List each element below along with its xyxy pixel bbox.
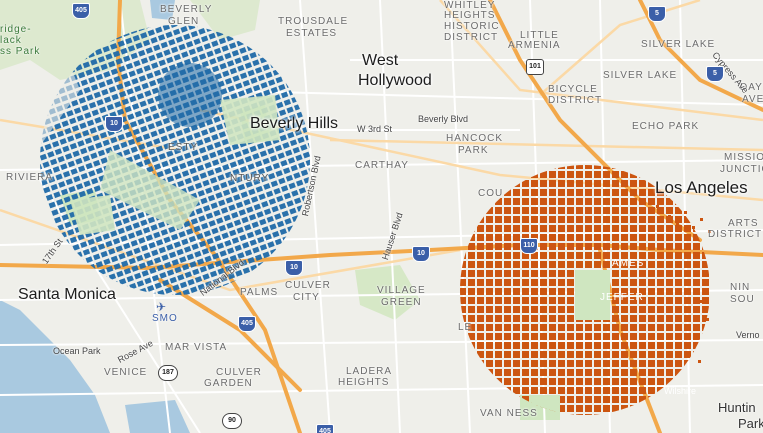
district-westwood: ESTY bbox=[168, 142, 199, 153]
district-hancock-2: PARK bbox=[458, 145, 489, 156]
district-carthay: CARTHAY bbox=[355, 160, 409, 171]
district-dayton: DAYT bbox=[740, 82, 763, 93]
park-label-3: ss Park bbox=[0, 46, 41, 57]
district-sou: SOU bbox=[730, 294, 755, 305]
shield-ca90: 90 bbox=[222, 413, 242, 429]
shield-i10-right: 10 bbox=[412, 246, 430, 262]
shield-i5-mid: 5 bbox=[706, 66, 724, 82]
street-wilshire: Wilshire bbox=[664, 386, 697, 396]
district-bicycle-2: DISTRICT bbox=[548, 95, 603, 106]
street-ocean-park: Ocean Park bbox=[53, 346, 101, 356]
shield-i405-top: 405 bbox=[72, 3, 90, 19]
district-echo-park: ECHO PARK bbox=[632, 121, 700, 132]
park-label-2: lack bbox=[0, 35, 22, 46]
park-area bbox=[355, 265, 420, 320]
district-ladera-2: HEIGHTS bbox=[338, 377, 390, 388]
shield-i10-left: 10 bbox=[105, 116, 123, 132]
district-arts-2: DISTRICT bbox=[708, 229, 763, 240]
district-village-green-2: GREEN bbox=[381, 297, 422, 308]
district-cou: COU bbox=[478, 188, 504, 199]
street-vernon: Verno bbox=[736, 330, 760, 340]
city-label-west-hollywood-1: West bbox=[362, 52, 399, 69]
airport-label-smo: SMO bbox=[152, 313, 178, 324]
district-trousdale-1: TROUSDALE bbox=[278, 16, 349, 27]
park-label-1: ridge- bbox=[0, 24, 32, 35]
shield-i5-top: 5 bbox=[648, 6, 666, 22]
district-little-armenia-2: ARMENIA bbox=[508, 40, 561, 51]
district-jefferson: JEFFER bbox=[600, 292, 644, 303]
district-culver-garden-1: CULVER bbox=[216, 367, 262, 378]
shield-i110: 110 bbox=[520, 238, 538, 254]
street-w3rd: W 3rd St bbox=[357, 124, 393, 134]
city-label-west-hollywood-2: Hollywood bbox=[358, 72, 432, 89]
district-beverly-glen-1: BEVERLY bbox=[160, 4, 213, 15]
cluster-east bbox=[460, 165, 710, 415]
district-palms: PALMS bbox=[240, 287, 279, 298]
district-van-ness: VAN NESS bbox=[480, 408, 538, 419]
district-nin: NIN bbox=[730, 282, 751, 293]
park-area bbox=[190, 0, 260, 40]
district-mission-2: JUNCTION bbox=[720, 164, 763, 175]
district-century: NTURY bbox=[230, 173, 270, 184]
district-whitley-1: WHITLEY bbox=[444, 0, 496, 11]
street-huntington-1: Huntin bbox=[718, 400, 756, 415]
ocean bbox=[0, 300, 110, 433]
district-culver-city-1: CULVER bbox=[285, 280, 331, 291]
city-label-beverly-hills: Beverly Hills bbox=[250, 115, 339, 132]
district-ave: AVE bbox=[742, 94, 763, 105]
marina bbox=[125, 400, 190, 433]
district-ladera-1: LADERA bbox=[346, 366, 393, 377]
district-hancock-1: HANCOCK bbox=[446, 133, 504, 144]
city-label-los-angeles: Los Angeles bbox=[655, 178, 748, 197]
district-culver-garden-2: GARDEN bbox=[204, 378, 253, 389]
street-huntington-2: Park bbox=[738, 416, 763, 431]
shield-i10-mid: 10 bbox=[285, 260, 303, 276]
city-label-santa-monica: Santa Monica bbox=[18, 286, 116, 303]
district-beverly-glen-2: GLEN bbox=[168, 16, 200, 27]
district-arts-1: ARTS bbox=[728, 218, 759, 229]
district-whitley-2: HEIGHTS bbox=[444, 10, 496, 21]
district-little-armenia-1: LITTLE bbox=[520, 30, 559, 41]
reservoir bbox=[150, 0, 175, 20]
district-ames: AMES bbox=[612, 258, 645, 269]
shield-i405-mid: 405 bbox=[238, 316, 256, 332]
airplane-icon: ✈ bbox=[156, 300, 167, 314]
district-le: LE bbox=[458, 322, 473, 333]
street-beverly-blvd: Beverly Blvd bbox=[418, 114, 469, 124]
district-mission-1: MISSION bbox=[724, 152, 763, 163]
district-riviera: RIVIERA bbox=[6, 172, 54, 183]
cluster-west-hotspot bbox=[158, 63, 222, 127]
shield-ca187: 187 bbox=[158, 365, 178, 381]
district-silver-lake-b: SILVER LAKE bbox=[603, 70, 678, 81]
district-trousdale-2: ESTATES bbox=[286, 28, 338, 39]
district-venice: VENICE bbox=[104, 367, 148, 378]
shield-us101: 101 bbox=[526, 59, 544, 75]
district-whitley-3: HISTORIC bbox=[444, 21, 500, 32]
district-mar-vista: MAR VISTA bbox=[165, 342, 228, 353]
district-culver-city-2: CITY bbox=[293, 292, 320, 303]
district-village-green-1: VILLAGE bbox=[377, 285, 426, 296]
cluster-east-scatter bbox=[630, 192, 711, 363]
district-bicycle-1: BICYCLE bbox=[548, 84, 598, 95]
district-silver-lake-a: SILVER LAKE bbox=[641, 39, 716, 50]
district-whitley-4: DISTRICT bbox=[444, 32, 499, 43]
shield-i405-bottom: 405 bbox=[316, 424, 334, 433]
